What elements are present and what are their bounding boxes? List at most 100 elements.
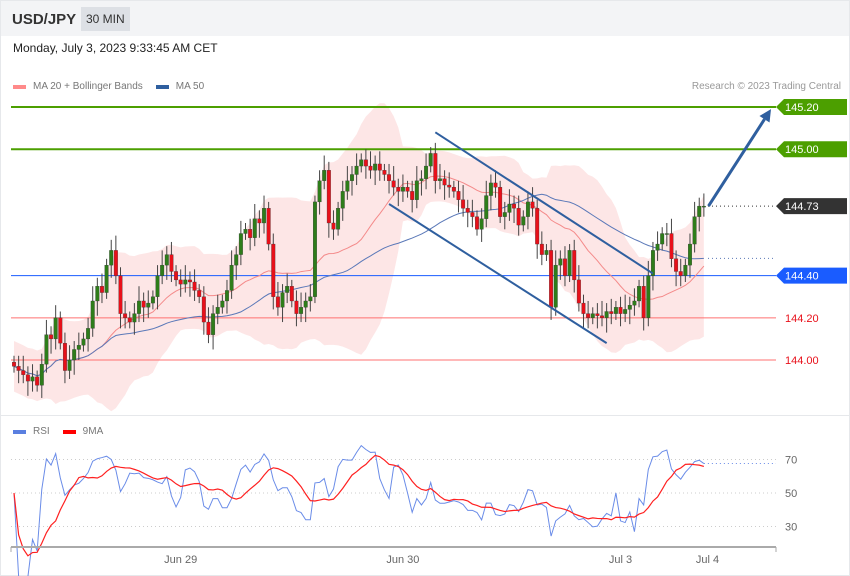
- candle-body: [95, 286, 100, 302]
- candle-body: [613, 307, 618, 314]
- candle-body: [359, 159, 364, 167]
- candle-body: [461, 199, 466, 209]
- candle-body: [215, 307, 220, 314]
- candle-body: [641, 286, 646, 318]
- candle-body: [280, 292, 285, 308]
- candle-body: [174, 271, 178, 281]
- candle-body: [637, 286, 641, 302]
- candle-body: [340, 191, 345, 209]
- candle-body: [308, 296, 313, 302]
- candle-body: [238, 233, 243, 255]
- candle-body: [465, 208, 470, 213]
- candle-body: [322, 170, 327, 181]
- candle-body: [86, 328, 91, 340]
- candle-body: [586, 313, 591, 318]
- pair-title: USD/JPY: [12, 11, 77, 28]
- candle-body: [49, 334, 53, 340]
- level-label: 144.40: [785, 271, 819, 283]
- candle-body: [317, 180, 322, 203]
- legend-rsi: RSI 9MA: [13, 426, 103, 437]
- level-label: 145.00: [785, 144, 819, 156]
- candle-body: [312, 201, 317, 297]
- candle-body: [183, 279, 188, 285]
- timestamp: Monday, July 3, 2023 9:33:45 AM CET: [13, 41, 218, 55]
- candle-body: [646, 275, 651, 318]
- level-tag: [776, 267, 847, 284]
- candle-body: [655, 243, 660, 251]
- candle-body: [581, 302, 586, 314]
- candle-body: [294, 300, 299, 314]
- legend-ma50: MA 50: [175, 81, 205, 92]
- candle-body: [442, 178, 447, 186]
- candle-body: [600, 315, 604, 318]
- candle-body: [692, 216, 697, 245]
- candle-body: [590, 313, 595, 318]
- candle-body: [248, 229, 253, 238]
- candle-body: [433, 153, 438, 181]
- x-tick-label: Jul 4: [696, 554, 719, 566]
- timeframe-badge[interactable]: 30 MIN: [81, 7, 130, 31]
- candle-body: [530, 201, 535, 209]
- channel-line-lower: [388, 203, 608, 344]
- candle-body: [271, 243, 276, 297]
- candle-body: [229, 264, 234, 291]
- candle-body: [132, 313, 137, 323]
- candle-body: [127, 317, 132, 323]
- candle-body: [113, 250, 118, 276]
- candle-body: [535, 208, 540, 245]
- candle-body: [428, 153, 433, 167]
- candle-body: [90, 300, 95, 329]
- rsi-swatch: [13, 429, 26, 434]
- legend-main: MA 20 + Bollinger Bands MA 50: [13, 81, 204, 92]
- candle-body: [623, 309, 628, 314]
- candle-body: [627, 305, 632, 310]
- candle-body: [67, 359, 72, 371]
- candle-body: [387, 174, 391, 181]
- candle-body: [178, 279, 183, 285]
- candle-body: [664, 233, 669, 235]
- candle-body: [475, 216, 479, 230]
- candle-body: [419, 178, 424, 181]
- candle-body: [211, 313, 216, 335]
- candle-body: [563, 258, 567, 276]
- candle-body: [525, 201, 530, 217]
- candle-body: [141, 300, 146, 308]
- candle-body: [567, 250, 572, 276]
- candle-body: [424, 165, 429, 179]
- candle-body: [146, 302, 151, 308]
- candle-body: [266, 208, 271, 245]
- candle-body: [604, 311, 609, 318]
- x-tick-label: Jun 30: [386, 554, 419, 566]
- candle-body: [539, 243, 544, 255]
- candle-body: [553, 264, 558, 308]
- candle-body: [354, 165, 359, 175]
- candle-body: [701, 205, 706, 208]
- candle-body: [350, 174, 354, 181]
- candle-body: [502, 212, 507, 217]
- candle-body: [447, 184, 452, 188]
- candle-body: [62, 342, 67, 371]
- candle-body: [164, 254, 169, 266]
- candle-body: [451, 186, 456, 192]
- candle-body: [72, 349, 77, 361]
- candle-body: [669, 233, 674, 259]
- candle-body: [544, 250, 549, 255]
- candle-body: [688, 243, 692, 266]
- rsi-ma-swatch: [62, 429, 76, 434]
- candle-body: [35, 376, 40, 386]
- channel-line-upper: [434, 131, 654, 275]
- candle-body: [252, 218, 257, 238]
- candle-body: [169, 254, 174, 272]
- candle-body: [405, 186, 410, 192]
- candle-body: [58, 317, 63, 344]
- candle-body: [549, 250, 554, 308]
- candle-body: [396, 186, 401, 192]
- candle-body: [109, 250, 114, 266]
- ma50-swatch: [155, 84, 169, 89]
- ma50-line: [13, 193, 704, 377]
- panel-divider: [1, 415, 849, 416]
- legend-rsi-ma-label: 9MA: [82, 426, 104, 437]
- level-label: 144.00: [785, 355, 819, 367]
- candle-body: [44, 334, 49, 365]
- candle-body: [488, 182, 493, 196]
